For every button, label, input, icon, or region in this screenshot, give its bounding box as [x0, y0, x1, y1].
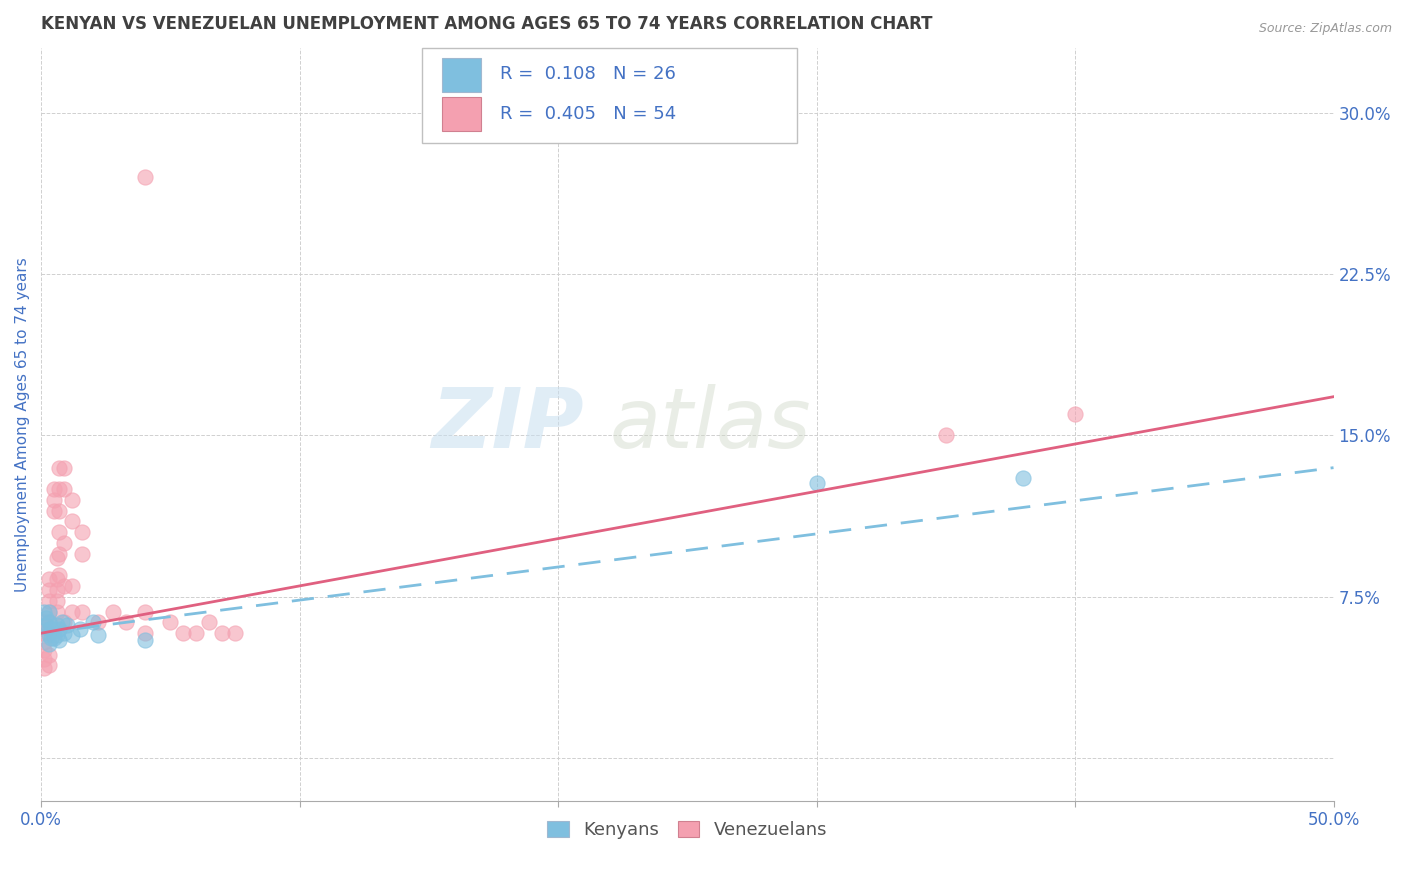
- Point: [45, 594, 67, 608]
- Text: R =  0.405   N = 54: R = 0.405 N = 54: [501, 105, 676, 123]
- Point: [53, 579, 76, 593]
- Point: [48, 482, 70, 496]
- FancyBboxPatch shape: [422, 48, 797, 143]
- Point: [48, 525, 70, 540]
- Point: [35, 617, 58, 632]
- Point: [69, 622, 91, 636]
- Point: [53, 626, 76, 640]
- Bar: [441, 97, 481, 131]
- Point: [38, 583, 60, 598]
- Point: [32, 605, 55, 619]
- Point: [41, 622, 63, 636]
- Point: [134, 605, 156, 619]
- Point: [1012, 471, 1035, 485]
- Legend: Kenyans, Venezuelans: Kenyans, Venezuelans: [540, 814, 834, 846]
- Point: [32, 643, 55, 657]
- Point: [38, 605, 60, 619]
- Point: [53, 536, 76, 550]
- Point: [35, 611, 58, 625]
- Point: [134, 170, 156, 185]
- Point: [42, 631, 65, 645]
- Point: [60, 628, 83, 642]
- Point: [32, 615, 55, 630]
- Point: [87, 615, 110, 630]
- Point: [51, 615, 73, 630]
- Point: [87, 628, 110, 642]
- Point: [38, 637, 60, 651]
- Point: [45, 605, 67, 619]
- Point: [115, 615, 138, 630]
- Point: [935, 428, 957, 442]
- Point: [38, 626, 60, 640]
- Point: [48, 632, 70, 647]
- Point: [32, 652, 55, 666]
- Point: [45, 583, 67, 598]
- Point: [45, 628, 67, 642]
- Point: [806, 475, 828, 490]
- Point: [38, 658, 60, 673]
- Point: [48, 503, 70, 517]
- Point: [53, 460, 76, 475]
- Text: atlas: atlas: [610, 384, 811, 465]
- Point: [48, 568, 70, 582]
- Point: [42, 622, 65, 636]
- Point: [32, 660, 55, 674]
- Point: [45, 573, 67, 587]
- Point: [53, 615, 76, 630]
- Point: [60, 492, 83, 507]
- Point: [45, 551, 67, 566]
- Point: [38, 594, 60, 608]
- Point: [48, 547, 70, 561]
- Point: [134, 626, 156, 640]
- Point: [38, 622, 60, 636]
- Point: [82, 615, 104, 630]
- Text: ZIP: ZIP: [432, 384, 583, 465]
- Point: [53, 482, 76, 496]
- Text: KENYAN VS VENEZUELAN UNEMPLOYMENT AMONG AGES 65 TO 74 YEARS CORRELATION CHART: KENYAN VS VENEZUELAN UNEMPLOYMENT AMONG …: [41, 15, 932, 33]
- Point: [103, 605, 125, 619]
- Point: [172, 626, 194, 640]
- Point: [56, 617, 79, 632]
- Point: [42, 492, 65, 507]
- Point: [48, 460, 70, 475]
- Point: [211, 626, 233, 640]
- Point: [38, 615, 60, 630]
- Point: [134, 632, 156, 647]
- Bar: [441, 58, 481, 92]
- Point: [72, 525, 94, 540]
- Point: [1064, 407, 1087, 421]
- Point: [72, 605, 94, 619]
- Point: [38, 573, 60, 587]
- Point: [159, 615, 181, 630]
- Point: [72, 547, 94, 561]
- Point: [186, 626, 208, 640]
- Point: [224, 626, 246, 640]
- Point: [38, 605, 60, 619]
- Point: [60, 605, 83, 619]
- Point: [60, 579, 83, 593]
- Point: [60, 515, 83, 529]
- Point: [45, 617, 67, 632]
- Text: R =  0.108   N = 26: R = 0.108 N = 26: [501, 65, 676, 83]
- Point: [38, 648, 60, 662]
- Point: [198, 615, 221, 630]
- Point: [48, 622, 70, 636]
- Point: [42, 482, 65, 496]
- Y-axis label: Unemployment Among Ages 65 to 74 years: Unemployment Among Ages 65 to 74 years: [15, 257, 30, 592]
- Point: [32, 635, 55, 649]
- Point: [38, 628, 60, 642]
- Point: [41, 631, 63, 645]
- Point: [38, 615, 60, 630]
- Text: Source: ZipAtlas.com: Source: ZipAtlas.com: [1258, 22, 1392, 36]
- Point: [42, 503, 65, 517]
- Point: [32, 626, 55, 640]
